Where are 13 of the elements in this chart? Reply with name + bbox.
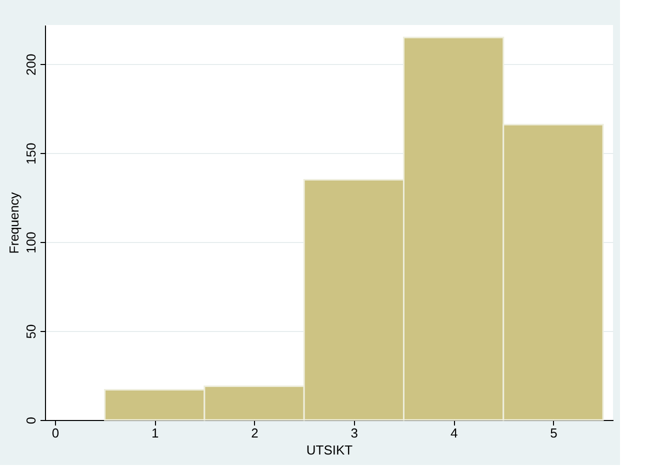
- y-tick-label: 150: [24, 142, 38, 164]
- y-tick-label: 100: [24, 232, 38, 254]
- x-axis-title: UTSIKT: [306, 442, 353, 458]
- x-tick-label: 5: [550, 426, 558, 440]
- x-tick-label: 1: [151, 426, 159, 440]
- y-axis-title: Frequency: [6, 192, 22, 254]
- x-tick-label: 4: [450, 426, 458, 440]
- y-tick-label: 0: [24, 416, 38, 424]
- x-tick-label: 0: [52, 426, 60, 440]
- y-tick-label: 200: [24, 54, 38, 76]
- y-tick-label: 50: [24, 324, 38, 339]
- x-tick-label: 3: [350, 426, 358, 440]
- x-tick-label: 2: [251, 426, 258, 440]
